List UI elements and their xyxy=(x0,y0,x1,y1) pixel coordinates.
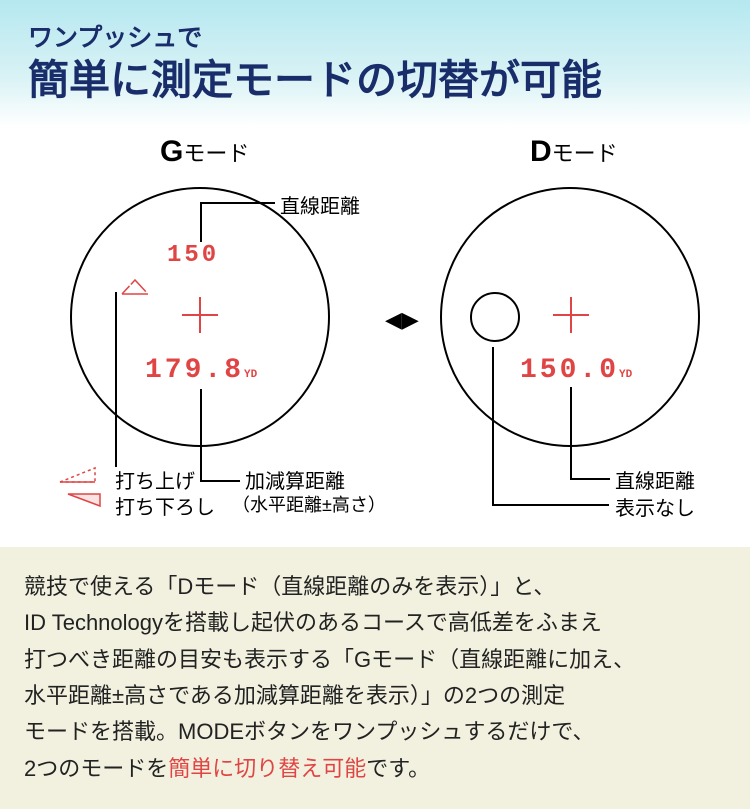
footer-text: ID Technologyを搭載し起伏のあるコースで高低差をふまえ xyxy=(24,610,602,635)
gmode-callout-left-2: 打ち下ろし xyxy=(115,491,215,520)
callout-line xyxy=(115,292,117,467)
footer-text: モードを搭載。MODEボタンをワンプッシュするだけで、 xyxy=(24,719,594,744)
gmode-callout-topright: 直線距離 xyxy=(280,190,360,219)
dmode-callout-2: 表示なし xyxy=(615,492,695,521)
callout-line xyxy=(570,478,610,480)
callout-line xyxy=(200,480,240,482)
gmode-callout-left-1: 打ち上げ xyxy=(115,465,195,494)
gmode-letter: G xyxy=(160,135,183,168)
gmode-value-bottom: 179.8YD xyxy=(145,355,257,386)
angle-up-icon xyxy=(55,465,100,485)
header-title: 簡単に測定モードの切替が可能 xyxy=(28,56,722,105)
footer-text: 水平距離±高さである加減算距離を表示）」の2つの測定 xyxy=(24,683,565,708)
callout-line xyxy=(200,389,202,481)
callout-line xyxy=(200,202,275,204)
gmode-callout-br-1: 加減算距離 xyxy=(245,465,345,494)
gmode-value-top: 150 xyxy=(167,242,219,269)
callout-line xyxy=(200,202,202,242)
angle-down-icon xyxy=(65,491,105,509)
angle-indicator-icon xyxy=(120,277,150,297)
swap-icon: ◀▶ xyxy=(385,307,419,333)
dmode-letter: D xyxy=(530,135,552,168)
gmode-label: Gモード xyxy=(160,135,249,169)
gmode-callout-br-2: （水平距離±高さ） xyxy=(232,491,386,517)
dmode-callout-1: 直線距離 xyxy=(615,465,695,494)
footer-text: 打つべき距離の目安も表示する「Gモード（直線距離に加え、 xyxy=(24,647,635,672)
footer-text: 競技で使える「Dモード（直線距離のみを表示）」と、 xyxy=(24,574,555,599)
dmode-small-circle xyxy=(470,292,520,342)
callout-line xyxy=(492,347,494,505)
header-subtitle: ワンプッシュで xyxy=(28,18,722,54)
callout-line xyxy=(570,387,572,479)
diagram-area: Gモード Dモード 150 179.8YD 直線距離 打ち上げ 打ち下ろし 加減… xyxy=(0,127,750,547)
header: ワンプッシュで 簡単に測定モードの切替が可能 xyxy=(0,0,750,127)
footer-description: 競技で使える「Dモード（直線距離のみを表示）」と、 ID Technologyを… xyxy=(0,547,750,809)
gmode-suffix: モード xyxy=(183,141,249,166)
footer-text: 2つのモードを xyxy=(24,756,168,781)
footer-text: です。 xyxy=(366,756,430,781)
dmode-value: 150.0YD xyxy=(520,355,632,386)
callout-line xyxy=(492,504,609,506)
footer-highlight: 簡単に切り替え可能 xyxy=(168,756,366,781)
dmode-suffix: モード xyxy=(552,141,618,166)
dmode-label: Dモード xyxy=(530,135,618,169)
